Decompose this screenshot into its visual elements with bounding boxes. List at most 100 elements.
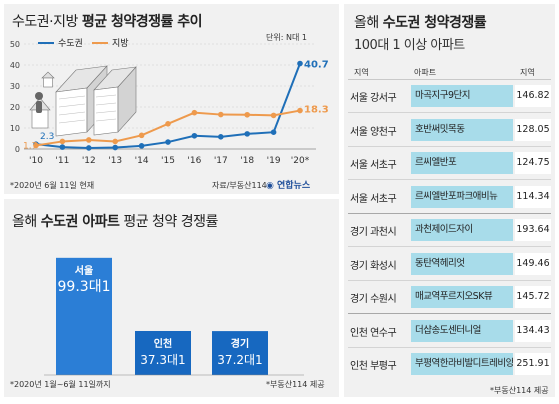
data-point-capital (59, 144, 66, 150)
data-point-regional (244, 111, 250, 118)
apartment-illustration (29, 65, 137, 137)
data-point-capital (165, 139, 171, 145)
data-point-regional (191, 109, 198, 116)
table-cell-region: 경기 수원시 (350, 294, 397, 305)
bar-chart-svg: 서울 99.3대1 인천 37.3대1 경기 37.2대1 (44, 257, 304, 376)
data-point-regional (112, 138, 118, 145)
table-cell-region: 서울 강서구 (350, 93, 397, 104)
y-tick-label: 50 (10, 40, 20, 49)
yonhap-logo: ◉ 연합뉴스 (266, 178, 310, 191)
data-point-capital (297, 60, 303, 67)
table-row: 경기 수원시 매교역푸르지오SK뷰 145.72 (348, 286, 551, 308)
yonhap-logo-text: 연합뉴스 (277, 181, 311, 191)
data-point-regional (138, 132, 145, 139)
value-label-regional-last: 18.3 (304, 105, 329, 116)
x-tick-label: '11 (55, 156, 69, 166)
y-tick-label: 40 (10, 61, 20, 70)
table-cell-apartment: 부평역한라비발디트레비앙 (411, 353, 513, 375)
line-title-bold: 평균 청약경쟁률 추이 (81, 14, 203, 30)
x-tick-label: '14 (135, 156, 149, 166)
bar-2 (212, 331, 268, 375)
table-cell-region: 인천 부평구 (350, 361, 397, 372)
bar-1 (135, 330, 191, 375)
value-label-regional-first: 1.7 (23, 141, 37, 151)
table-row-divider (348, 313, 551, 314)
line-unit-label: 단위: N대 1 (266, 33, 307, 42)
x-tick-label: '18 (240, 156, 254, 166)
table-cell-apartment: 매교역푸르지오SK뷰 (411, 286, 513, 308)
data-point-regional (165, 121, 171, 127)
x-tick-label: '16 (187, 156, 201, 166)
table-title-regular: 올해 (354, 15, 383, 31)
data-point-regional (86, 137, 92, 143)
table-row-divider (348, 346, 551, 348)
data-point-capital (244, 131, 250, 137)
table-cell-value: 134.43 (515, 319, 551, 342)
data-point-capital (112, 144, 118, 151)
table-cell-apartment: 르씨엘반포파크애비뉴 (411, 185, 513, 208)
table-cell-value: 251.91 (515, 353, 551, 375)
table-cell-region: 서울 서초구 (350, 160, 397, 171)
bar-chart-panel: 올해 수도권 아파트 평균 청약 경쟁률 서울 99.3대1 인천 37.3대1 경기 3… (4, 199, 339, 397)
table-title: 올해 수도권 청약경쟁률 (354, 12, 487, 32)
bar-value-label: 37.2대1 (217, 353, 262, 367)
table-row: 서울 양천구 호반써밋목동 128.05 (348, 118, 551, 141)
line-chart-svg: 0 10 20 30 40 50 '10 '11 '12 '13 '14 '15 '16 '17 '18 '1… (10, 37, 329, 166)
table-row-divider (348, 279, 551, 281)
table-cell-value: 149.46 (515, 252, 551, 275)
bar-value-label: 99.3대1 (58, 279, 111, 295)
table-row: 서울 서초구 르씨엘반포파크애비뉴 114.34 (348, 185, 551, 208)
data-point-capital (86, 145, 92, 151)
table-panel: 올해 수도권 청약경쟁률 100대 1 이상 아파트 지역 아파트 지역 서울 … (344, 4, 555, 397)
table-cell-apartment: 더샵송도센터니얼 (411, 319, 513, 342)
table-row: 서울 서초구 르씨엘반포 124.75 (348, 152, 551, 174)
bar-value-label: 37.3대1 (140, 353, 185, 367)
data-point-regional (59, 138, 66, 145)
table-row: 인천 연수구 더샵송도센터니얼 134.43 (348, 319, 551, 342)
table-row-divider (348, 179, 551, 180)
table-cell-value: 146.82 (515, 85, 551, 107)
line-legend: 수도권 지방 (38, 37, 129, 49)
bar-category-label: 인천 (154, 337, 172, 350)
y-tick-label: 10 (10, 124, 20, 133)
y-tick-label: 20 (10, 103, 20, 112)
x-tick-label: '10 (29, 156, 43, 166)
data-point-capital (191, 132, 198, 139)
table-cell-apartment: 호반써밋목동 (411, 118, 513, 141)
table-header-region: 지역 (354, 68, 369, 77)
table-cell-apartment: 르씨엘반포 (411, 152, 513, 174)
bar-title-bold: 수도권 아파트 (40, 214, 120, 230)
table-row-divider (348, 246, 551, 247)
bar-title-regular1: 올해 (12, 214, 41, 230)
bar-title-regular2: 평균 청약 경쟁률 (119, 214, 218, 230)
table-row: 서울 강서구 마곡지구9단지 146.82 (348, 85, 551, 107)
x-tick-label: '17 (214, 156, 228, 166)
table-row-divider (348, 145, 551, 147)
table-cell-apartment: 과천제이드자이 (411, 219, 513, 241)
line-chart-title: 수도권·지방 평균 청약경쟁률 추이 (12, 11, 202, 31)
data-point-regional (297, 107, 303, 114)
table-cell-value: 193.64 (515, 219, 551, 241)
legend-label-capital: 수도권 (58, 37, 83, 49)
bar-chart-title: 올해 수도권 아파트 평균 청약 경쟁률 (12, 211, 218, 231)
table-row: 경기 화성시 동탄역헤리엇 149.46 (348, 252, 551, 275)
line-source: 자료/부동산114 (212, 181, 267, 190)
table-cell-region: 서울 서초구 (350, 193, 397, 205)
y-tick-label: 30 (10, 82, 20, 91)
data-point-capital (270, 129, 277, 135)
table-cell-value: 124.75 (515, 152, 551, 174)
table-header-value: 지역 (520, 68, 535, 77)
line-series-group: 2.31.7 40.7 18.3 (23, 60, 329, 152)
table-cell-value: 128.05 (515, 118, 551, 141)
value-label-capital-last: 40.7 (304, 60, 329, 71)
data-point-regional (218, 111, 224, 118)
x-tick-label: '12 (82, 156, 96, 166)
table-row: 경기 과천시 과천제이드자이 193.64 (348, 219, 551, 241)
table-header-divider (348, 79, 551, 80)
table-cell-apartment: 동탄역헤리엇 (411, 252, 513, 275)
data-point-capital (218, 134, 224, 140)
line-chart-panel: 수도권·지방 평균 청약경쟁률 추이 단위: N대 1 0 10 20 30 40 50 '… (4, 4, 339, 194)
bar-0 (56, 257, 112, 375)
data-point-regional (270, 112, 277, 119)
table-cell-value: 145.72 (515, 286, 551, 308)
